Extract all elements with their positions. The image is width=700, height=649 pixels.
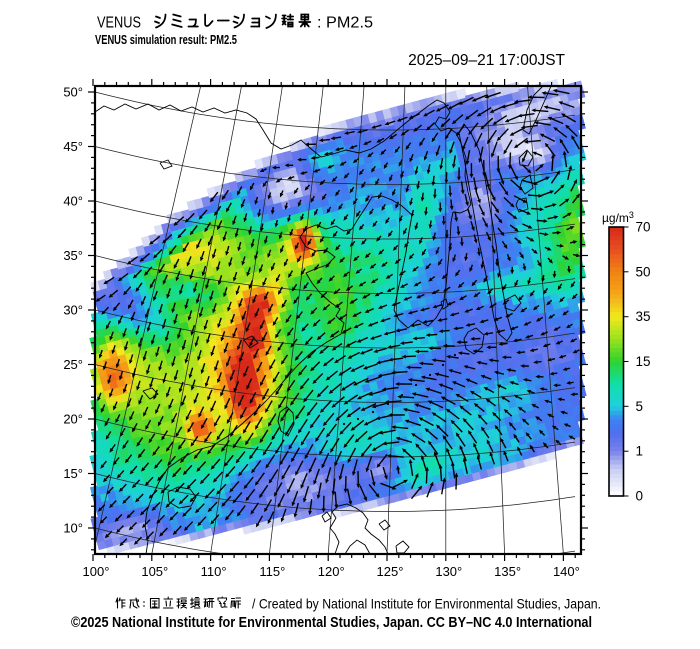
svg-text:115°: 115°: [259, 564, 285, 579]
svg-text:µg/m3: µg/m3: [602, 210, 634, 225]
svg-text:30°: 30°: [63, 303, 83, 318]
svg-text:10°: 10°: [63, 521, 83, 536]
svg-text:135°: 135°: [494, 564, 521, 579]
svg-text:/ Created by National Institut: / Created by National Institute for Envi…: [252, 596, 601, 612]
svg-text:100°: 100°: [83, 564, 110, 579]
svg-text:VENUS simulation result: PM2.5: VENUS simulation result: PM2.5: [95, 33, 237, 47]
svg-text:2025–09–21 17:00JST: 2025–09–21 17:00JST: [408, 52, 565, 69]
svg-text:VENUS: VENUS: [97, 15, 141, 32]
svg-text:50°: 50°: [63, 85, 83, 100]
svg-text:105°: 105°: [141, 564, 168, 579]
svg-text:140°: 140°: [553, 564, 580, 579]
svg-text:110°: 110°: [201, 564, 227, 579]
svg-text:1: 1: [636, 444, 644, 459]
svg-text:130°: 130°: [435, 564, 462, 579]
svg-text:45°: 45°: [63, 139, 83, 154]
svg-text:25°: 25°: [63, 357, 83, 372]
svg-text:120°: 120°: [318, 564, 345, 579]
svg-text:0: 0: [636, 489, 644, 504]
svg-text:40°: 40°: [63, 194, 83, 209]
svg-text:125°: 125°: [377, 564, 404, 579]
svg-text:70: 70: [636, 220, 651, 235]
svg-text:20°: 20°: [63, 412, 83, 427]
svg-text:50: 50: [636, 264, 651, 279]
svg-text:35: 35: [636, 309, 651, 324]
svg-text:15°: 15°: [63, 466, 83, 481]
svg-text:35°: 35°: [63, 248, 83, 263]
svg-text:©2025 National Institute for E: ©2025 National Institute for Environment…: [71, 615, 592, 631]
svg-text:: PM2.5: : PM2.5: [317, 15, 373, 32]
svg-text:5: 5: [636, 399, 644, 414]
svg-text:15: 15: [636, 354, 651, 369]
